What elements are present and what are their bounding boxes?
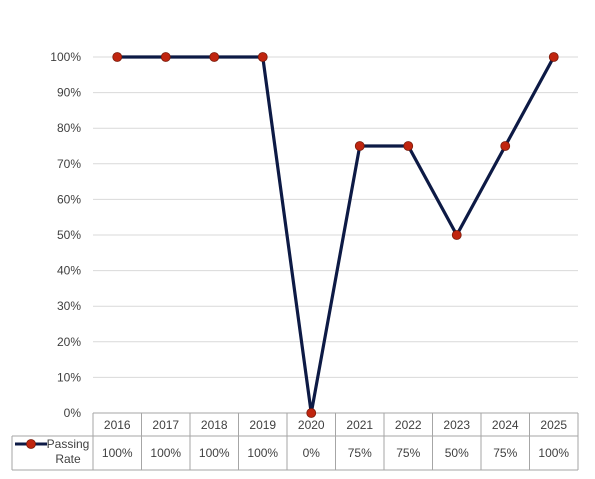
data-point (403, 141, 414, 151)
table-value-cell: 100% (199, 446, 230, 460)
x-category-label: 2020 (298, 418, 325, 432)
y-tick-label: 50% (57, 228, 81, 242)
data-point (209, 52, 220, 62)
data-point (257, 52, 268, 62)
x-category-label: 2022 (395, 418, 422, 432)
table-value-cell: 50% (445, 446, 469, 460)
x-category-label: 2021 (346, 418, 373, 432)
series-markers (112, 52, 559, 418)
table-value-cell: 100% (150, 446, 181, 460)
y-axis-tick-labels: 0% 10% 20% 30% 40% 50% 60% 70% 80% 90% 100% (50, 50, 81, 420)
series-line-group (117, 55, 556, 414)
table-value-cell: 75% (348, 446, 372, 460)
y-tick-label: 70% (57, 157, 81, 171)
legend-series-name: Passing (47, 437, 90, 451)
data-point (112, 52, 123, 62)
x-category-label: 2024 (492, 418, 519, 432)
y-tick-label: 60% (57, 192, 81, 206)
data-table: 2016 2017 2018 2019 2020 2021 2022 2023 2024 2025… (11, 412, 579, 471)
data-point (451, 230, 462, 240)
y-tick-label: 40% (57, 264, 81, 278)
series-line (117, 55, 556, 414)
table-value-cell: 100% (538, 446, 569, 460)
x-category-label: 2018 (201, 418, 228, 432)
y-tick-label: 0% (64, 406, 82, 420)
x-category-label: 2025 (540, 418, 567, 432)
x-category-label: 2016 (104, 418, 131, 432)
table-value-cell: 100% (102, 446, 133, 460)
data-point (306, 408, 317, 418)
data-point (500, 141, 511, 151)
y-tick-label: 100% (50, 50, 81, 64)
gridlines (93, 56, 578, 378)
data-point (354, 141, 365, 151)
y-tick-label: 20% (57, 335, 81, 349)
table-value-cell: 0% (303, 446, 321, 460)
y-tick-label: 80% (57, 121, 81, 135)
table-value-cell: 100% (247, 446, 278, 460)
x-category-label: 2019 (249, 418, 276, 432)
data-point (160, 52, 171, 62)
legend-series-name: Rate (55, 452, 81, 466)
table-value-cell: 75% (396, 446, 420, 460)
data-point (548, 52, 559, 62)
table-value-cell: 75% (493, 446, 517, 460)
y-tick-label: 30% (57, 299, 81, 313)
y-tick-label: 90% (57, 86, 81, 100)
x-category-label: 2017 (152, 418, 179, 432)
legend-marker-swatch (26, 439, 36, 449)
x-category-label: 2023 (443, 418, 470, 432)
y-tick-label: 10% (57, 370, 81, 384)
